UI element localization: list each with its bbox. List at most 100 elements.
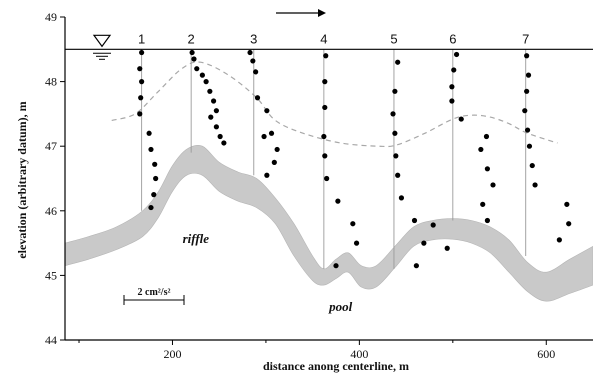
- data-point-section-5: [421, 240, 427, 246]
- data-point-section-1: [137, 111, 143, 117]
- data-point-section-3: [271, 159, 277, 165]
- data-point-section-3: [264, 108, 270, 114]
- data-point-section-3: [250, 58, 256, 64]
- streambed-band: [64, 145, 593, 302]
- data-point-section-7: [526, 143, 533, 149]
- data-point-section-4: [321, 133, 327, 140]
- data-point-section-4: [335, 198, 341, 204]
- section-label-1: 1: [138, 31, 145, 46]
- data-point-section-3: [247, 49, 253, 56]
- flow-arrow-head: [318, 9, 326, 17]
- data-point-section-2: [203, 79, 209, 85]
- data-point-section-6: [453, 51, 460, 58]
- data-point-section-7: [566, 221, 572, 227]
- data-point-section-1: [138, 95, 144, 101]
- dashed-curve-line: [111, 61, 558, 148]
- plot-axes: [64, 17, 593, 341]
- data-point-section-6: [444, 245, 450, 251]
- data-point-section-5: [395, 59, 401, 65]
- data-point-section-5: [411, 217, 418, 224]
- data-point-section-7: [529, 162, 535, 169]
- velocity-profile-points: [137, 49, 572, 269]
- x-tick-label: 200: [163, 347, 181, 361]
- data-point-section-5: [395, 172, 401, 178]
- data-point-section-6b: [483, 133, 490, 140]
- data-point-section-5: [393, 153, 399, 159]
- y-tick-label: 46: [45, 204, 57, 218]
- data-point-section-4: [324, 175, 330, 182]
- data-point-section-4: [322, 104, 328, 111]
- data-point-section-3: [254, 95, 261, 101]
- water-surface-triangle: [92, 34, 112, 48]
- data-point-section-2: [208, 114, 214, 120]
- section-label-7: 7: [522, 31, 529, 46]
- y-axis-title: elevation (arbitrary datum), m: [15, 101, 29, 258]
- data-point-section-6b: [478, 146, 484, 153]
- y-tick-label: 47: [45, 139, 57, 153]
- data-point-section-2: [194, 66, 200, 72]
- data-point-section-4: [350, 221, 356, 227]
- data-point-section-2: [217, 133, 223, 140]
- data-point-section-6: [449, 98, 455, 104]
- data-point-section-1: [137, 66, 143, 72]
- section-label-4: 4: [320, 31, 327, 46]
- data-point-section-2: [207, 88, 213, 94]
- data-point-section-6: [458, 116, 464, 122]
- section-label-6: 6: [449, 31, 456, 46]
- data-point-section-2: [189, 49, 195, 56]
- data-point-section-4: [322, 153, 328, 159]
- section-label-3: 3: [250, 31, 257, 46]
- data-point-section-4: [353, 240, 360, 246]
- data-point-section-5: [392, 130, 398, 136]
- data-point-section-7: [564, 201, 570, 207]
- x-axis-title: distance anong centerline, m: [263, 359, 409, 373]
- data-point-section-3: [261, 133, 267, 140]
- data-point-section-2: [213, 108, 219, 114]
- data-point-section-4: [333, 263, 339, 269]
- scale-bar: 2 cm²/s²: [123, 287, 185, 305]
- x-tick-label: 600: [537, 347, 555, 361]
- data-point-section-7: [556, 237, 562, 243]
- data-point-section-4: [322, 79, 328, 85]
- data-point-section-2: [191, 56, 197, 62]
- data-point-section-6b: [480, 201, 486, 207]
- data-point-section-2: [210, 98, 217, 104]
- water-surface-icon: [92, 34, 112, 60]
- data-point-section-7: [524, 127, 531, 133]
- thalweg-dashed-curve: [111, 61, 558, 148]
- data-point-section-3: [264, 172, 270, 178]
- section-label-2: 2: [188, 31, 195, 46]
- cross-section-lines: [141, 49, 527, 269]
- y-tick-label: 45: [45, 268, 57, 282]
- data-point-section-3: [268, 130, 275, 136]
- data-point-section-1: [151, 192, 157, 198]
- annotation-pool: pool: [328, 299, 353, 314]
- data-point-section-7: [522, 108, 528, 114]
- data-point-section-2: [213, 124, 219, 130]
- data-point-section-5: [392, 88, 398, 94]
- x-tick-label: 400: [350, 347, 368, 361]
- data-point-section-6b: [484, 166, 490, 172]
- data-point-section-7: [524, 53, 530, 59]
- y-tick-label: 44: [45, 333, 57, 347]
- data-point-section-6b: [484, 217, 490, 224]
- scale-bar-label: 2 cm²/s²: [138, 287, 171, 298]
- data-point-section-5: [413, 263, 419, 269]
- y-tick-label: 48: [45, 75, 57, 89]
- y-tick-label: 49: [45, 10, 57, 24]
- data-point-section-6: [451, 67, 457, 73]
- data-point-section-1: [153, 175, 159, 182]
- streambed-band-area: [64, 145, 593, 302]
- data-point-section-7: [532, 182, 538, 188]
- flow-direction-arrow: [276, 9, 326, 17]
- data-point-section-6: [449, 84, 455, 90]
- data-point-section-2: [221, 140, 227, 146]
- data-point-section-7: [525, 72, 532, 78]
- annotation-riffle: riffle: [183, 231, 210, 246]
- data-point-section-1: [139, 49, 145, 56]
- section-labels: 1 2 3 4 5 6 7: [138, 31, 529, 46]
- data-point-section-1: [146, 130, 152, 136]
